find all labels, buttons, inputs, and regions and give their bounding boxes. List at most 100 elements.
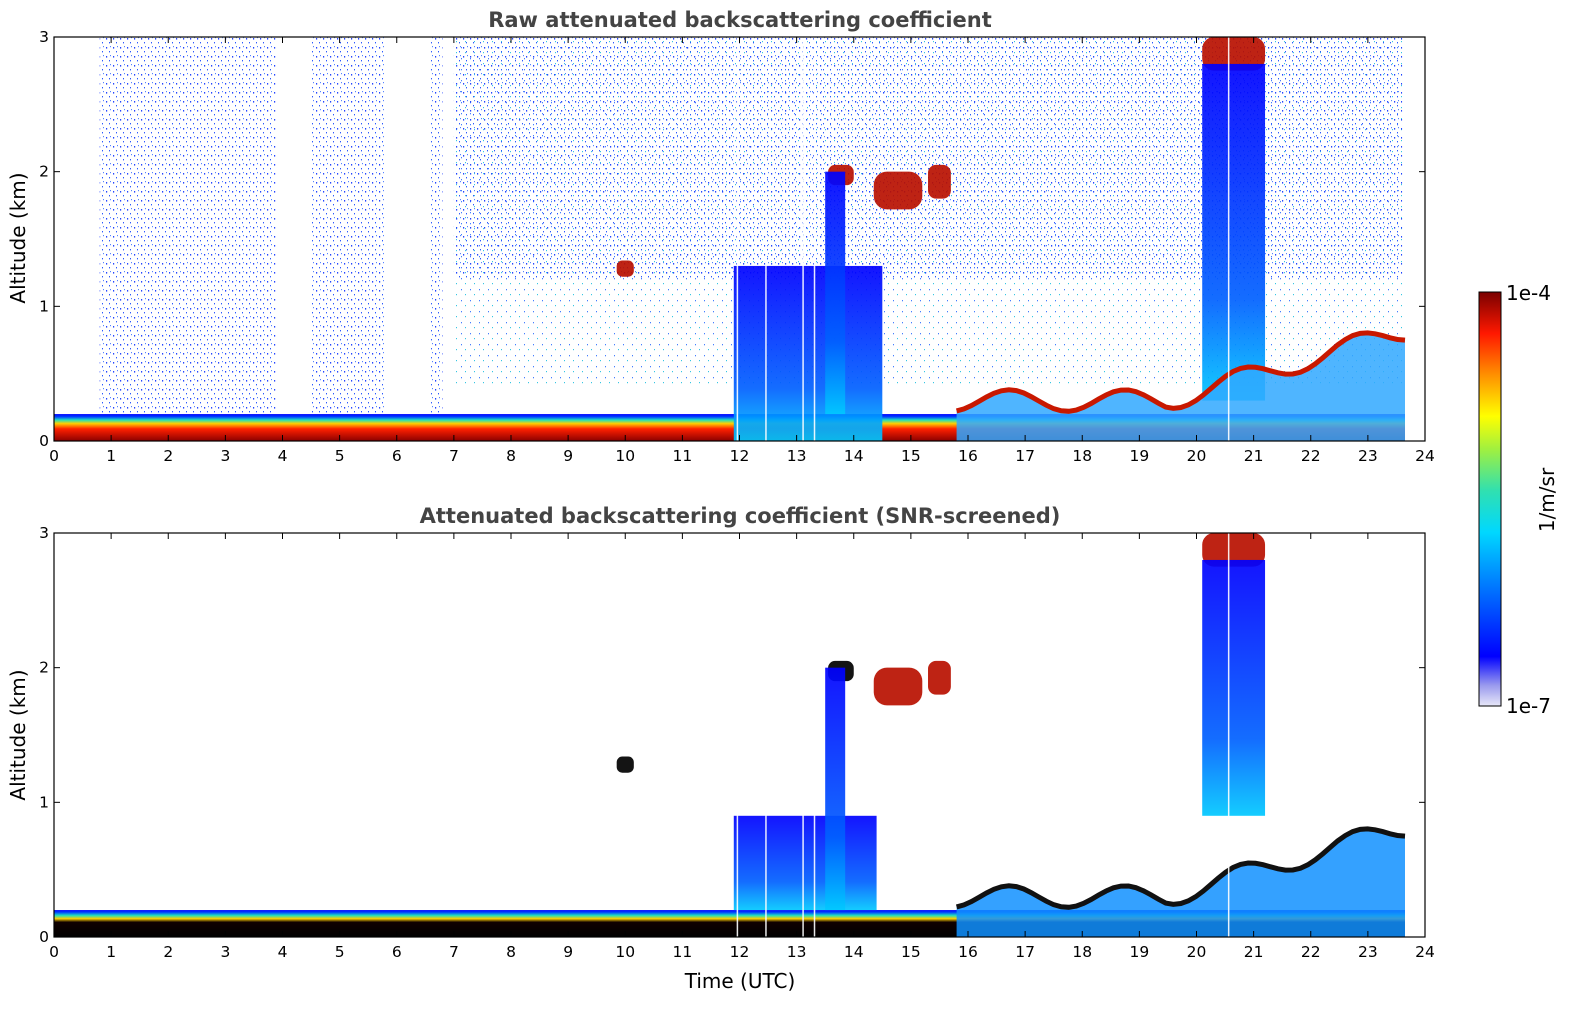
x-tick-label-13: 13 <box>787 447 807 465</box>
data-gap-2 <box>802 37 804 441</box>
x-tick-label-4: 4 <box>278 447 288 465</box>
colorbar-max-label: 1e-4 <box>1506 281 1551 305</box>
feature-boundary-layer-top-13-fill <box>956 332 1405 441</box>
data-gap-4 <box>1227 533 1230 937</box>
y-tick-label-2: 2 <box>39 163 49 181</box>
feature-precipitation-10 <box>825 171 846 415</box>
feature-cloud-1 <box>616 756 634 773</box>
y-tick-label-1: 1 <box>39 297 49 315</box>
feature-noise-column-3 <box>431 37 443 415</box>
data-gap-0 <box>736 37 739 441</box>
y-axis-label-screened: Altitude (km) <box>6 669 30 800</box>
x-tick-label-23: 23 <box>1358 943 1378 961</box>
x-tick-label-15: 15 <box>901 447 921 465</box>
x-tick-label-14: 14 <box>844 447 864 465</box>
y-tick-label-3: 3 <box>39 524 49 542</box>
feature-precipitation-9 <box>733 265 883 441</box>
x-tick-label-6: 6 <box>392 943 402 961</box>
x-tick-label-7: 7 <box>449 943 459 961</box>
data-gap-1 <box>765 37 767 441</box>
feature-precipitation-12 <box>1202 63 1266 401</box>
x-tick-label-3: 3 <box>220 943 230 961</box>
x-tick-label-18: 18 <box>1072 447 1092 465</box>
x-tick-label-18: 18 <box>1072 943 1092 961</box>
x-tick-label-20: 20 <box>1187 943 1207 961</box>
x-tick-label-0: 0 <box>49 943 59 961</box>
x-tick-label-0: 0 <box>49 447 59 465</box>
x-tick-label-3: 3 <box>220 447 230 465</box>
feature-cloud-7 <box>1202 533 1266 567</box>
feature-cloud-4 <box>928 660 951 695</box>
x-tick-label-19: 19 <box>1130 447 1150 465</box>
panel-raw: 0 1 2 3 4 5 6 7 8 9 10 11 12 13 14 15 16 17 18 19 20 21 22 23 24… <box>39 28 1435 465</box>
x-tick-label-16: 16 <box>958 943 978 961</box>
x-tick-label-12: 12 <box>730 447 750 465</box>
x-tick-label-10: 10 <box>615 447 635 465</box>
x-tick-label-17: 17 <box>1015 943 1035 961</box>
chart-title-screened: Attenuated backscattering coefficient (S… <box>420 504 1061 528</box>
x-tick-label-21: 21 <box>1244 943 1264 961</box>
x-tick-label-5: 5 <box>335 943 345 961</box>
x-tick-label-6: 6 <box>392 447 402 465</box>
x-tick-label-19: 19 <box>1130 943 1150 961</box>
x-tick-label-11: 11 <box>673 943 693 961</box>
x-tick-label-22: 22 <box>1301 447 1321 465</box>
x-tick-label-12: 12 <box>730 943 750 961</box>
y-tick-label-3: 3 <box>39 28 49 46</box>
x-tick-label-23: 23 <box>1358 447 1378 465</box>
colorbar: 1e-4 1e-7 1/m/sr <box>1478 281 1559 718</box>
colorbar-gradient <box>1478 291 1502 707</box>
colorbar-unit-label: 1/m/sr <box>1535 467 1559 532</box>
x-tick-label-9: 9 <box>563 447 573 465</box>
feature-precipitation-8 <box>1202 559 1266 816</box>
feature-boundary-layer-top-13 <box>955 330 1406 414</box>
x-axis-label: Time (UTC) <box>684 969 796 993</box>
x-tick-label-13: 13 <box>787 943 807 961</box>
x-tick-label-7: 7 <box>449 447 459 465</box>
y-tick-label-1: 1 <box>39 793 49 811</box>
feature-cloud-3 <box>873 667 923 706</box>
feature-boundary-layer-top-9-fill <box>956 828 1405 937</box>
x-tick-label-20: 20 <box>1187 447 1207 465</box>
x-tick-label-4: 4 <box>278 943 288 961</box>
x-tick-label-8: 8 <box>506 943 516 961</box>
x-tick-label-22: 22 <box>1301 943 1321 961</box>
x-tick-label-15: 15 <box>901 943 921 961</box>
feature-precipitation-5 <box>733 815 877 911</box>
chart-title-raw: Raw attenuated backscattering coefficien… <box>488 8 992 32</box>
feature-cloud-5 <box>616 260 634 277</box>
feature-precipitation-6 <box>825 667 846 911</box>
x-tick-label-16: 16 <box>958 447 978 465</box>
y-tick-label-2: 2 <box>39 659 49 677</box>
x-tick-label-1: 1 <box>106 943 116 961</box>
x-tick-label-1: 1 <box>106 447 116 465</box>
y-tick-label-0: 0 <box>39 432 49 450</box>
y-axis-label-raw: Altitude (km) <box>6 172 30 303</box>
x-tick-label-2: 2 <box>163 943 173 961</box>
x-tick-label-10: 10 <box>615 943 635 961</box>
x-tick-label-11: 11 <box>673 447 693 465</box>
x-tick-label-17: 17 <box>1015 447 1035 465</box>
data-gap-3 <box>813 37 816 441</box>
feature-cloud-8 <box>928 164 951 199</box>
x-tick-label-8: 8 <box>506 447 516 465</box>
data-gap-1 <box>765 533 767 937</box>
panel-screened: 0 1 2 3 4 5 6 7 8 9 10 11 12 13 14 15 16 17 18 19 20 21 22 23 24… <box>39 524 1435 961</box>
feature-cloud-7 <box>873 171 923 210</box>
y-tick-label-0: 0 <box>39 928 49 946</box>
data-gap-0 <box>736 533 739 937</box>
plot-area <box>54 533 1425 937</box>
x-tick-label-24: 24 <box>1415 943 1435 961</box>
feature-cloud-11 <box>1202 37 1266 71</box>
feature-boundary-layer-top-9 <box>955 826 1406 910</box>
feature-noise-column-2 <box>311 37 386 415</box>
x-tick-label-21: 21 <box>1244 447 1264 465</box>
data-gap-2 <box>802 533 804 937</box>
data-gap-3 <box>813 533 816 937</box>
x-tick-label-14: 14 <box>844 943 864 961</box>
x-tick-label-5: 5 <box>335 447 345 465</box>
x-tick-label-9: 9 <box>563 943 573 961</box>
x-tick-label-2: 2 <box>163 447 173 465</box>
x-tick-label-24: 24 <box>1415 447 1435 465</box>
